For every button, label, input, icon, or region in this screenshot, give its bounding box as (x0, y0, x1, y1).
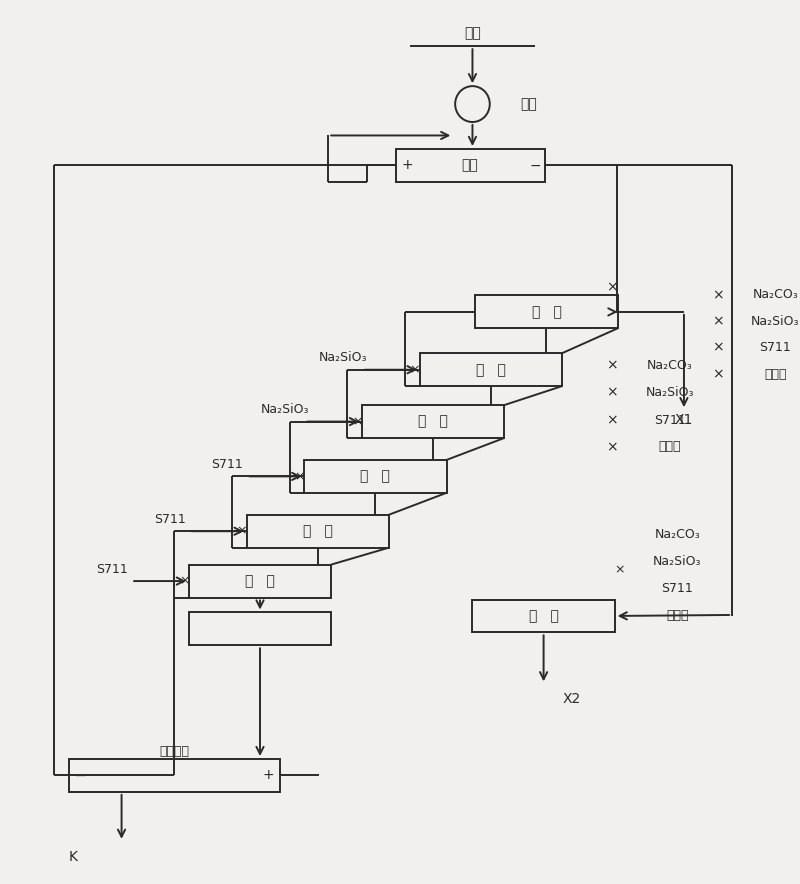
Text: S711: S711 (662, 582, 693, 595)
Text: Na₂SiO₃: Na₂SiO₃ (751, 316, 799, 328)
Text: 四   精: 四 精 (302, 524, 333, 538)
Text: 再   选: 再 选 (529, 609, 558, 623)
Text: Na₂SiO₃: Na₂SiO₃ (261, 403, 310, 416)
Text: ×: × (410, 363, 420, 377)
Bar (189, 613, 331, 645)
Text: ×: × (712, 368, 723, 382)
Text: Na₂SiO₃: Na₂SiO₃ (646, 385, 694, 399)
Bar (246, 514, 389, 548)
Text: Na₂CO₃: Na₂CO₃ (753, 288, 798, 301)
Text: ×: × (606, 385, 618, 400)
Text: 五   精: 五 精 (245, 574, 275, 588)
Text: 二   精: 二 精 (418, 415, 448, 429)
Text: 油酸钓: 油酸钓 (658, 440, 681, 453)
Text: ×: × (606, 280, 618, 294)
Text: +: + (263, 768, 274, 782)
Text: ×: × (606, 358, 618, 372)
Text: 旋流分级: 旋流分级 (159, 744, 190, 758)
Bar (419, 354, 562, 386)
Text: K: K (69, 850, 78, 864)
Text: −: − (74, 768, 86, 782)
Text: −: − (529, 158, 541, 172)
Text: ×: × (712, 288, 723, 302)
Text: ×: × (614, 563, 625, 576)
Bar (69, 759, 280, 792)
Text: Na₂CO₃: Na₂CO₃ (646, 359, 693, 372)
Text: S711: S711 (654, 414, 686, 427)
Text: S711: S711 (759, 341, 791, 354)
Text: 分级: 分级 (462, 158, 478, 172)
Text: Na₂SiO₃: Na₂SiO₃ (653, 555, 702, 568)
Text: +: + (402, 158, 413, 172)
Text: Na₂CO₃: Na₂CO₃ (654, 529, 700, 541)
Text: 油酸钓: 油酸钓 (764, 369, 786, 381)
Text: ×: × (606, 413, 618, 427)
Text: 磨矿: 磨矿 (520, 97, 537, 111)
Text: ×: × (712, 341, 723, 354)
Text: S711: S711 (96, 562, 128, 575)
Text: 一   精: 一 精 (476, 362, 506, 377)
Text: S711: S711 (154, 513, 186, 526)
Text: ×: × (606, 440, 618, 454)
Text: 油酸钓: 油酸钓 (666, 609, 689, 622)
Text: Na₂SiO₃: Na₂SiO₃ (318, 351, 367, 364)
Text: 三   精: 三 精 (361, 469, 390, 484)
Bar (304, 460, 446, 493)
Text: ×: × (178, 575, 190, 588)
Text: ×: × (294, 470, 305, 483)
Text: ×: × (237, 525, 247, 537)
Bar (189, 565, 331, 598)
Text: 原矿: 原矿 (464, 27, 481, 41)
Text: ×: × (712, 315, 723, 329)
Bar (395, 149, 545, 182)
Text: X1: X1 (674, 413, 693, 427)
Bar (473, 599, 614, 632)
Bar (362, 405, 504, 438)
Text: X2: X2 (562, 692, 581, 706)
Text: S711: S711 (211, 458, 243, 471)
Bar (475, 295, 618, 328)
Text: ×: × (352, 415, 362, 428)
Text: 粗   选: 粗 选 (531, 305, 562, 319)
